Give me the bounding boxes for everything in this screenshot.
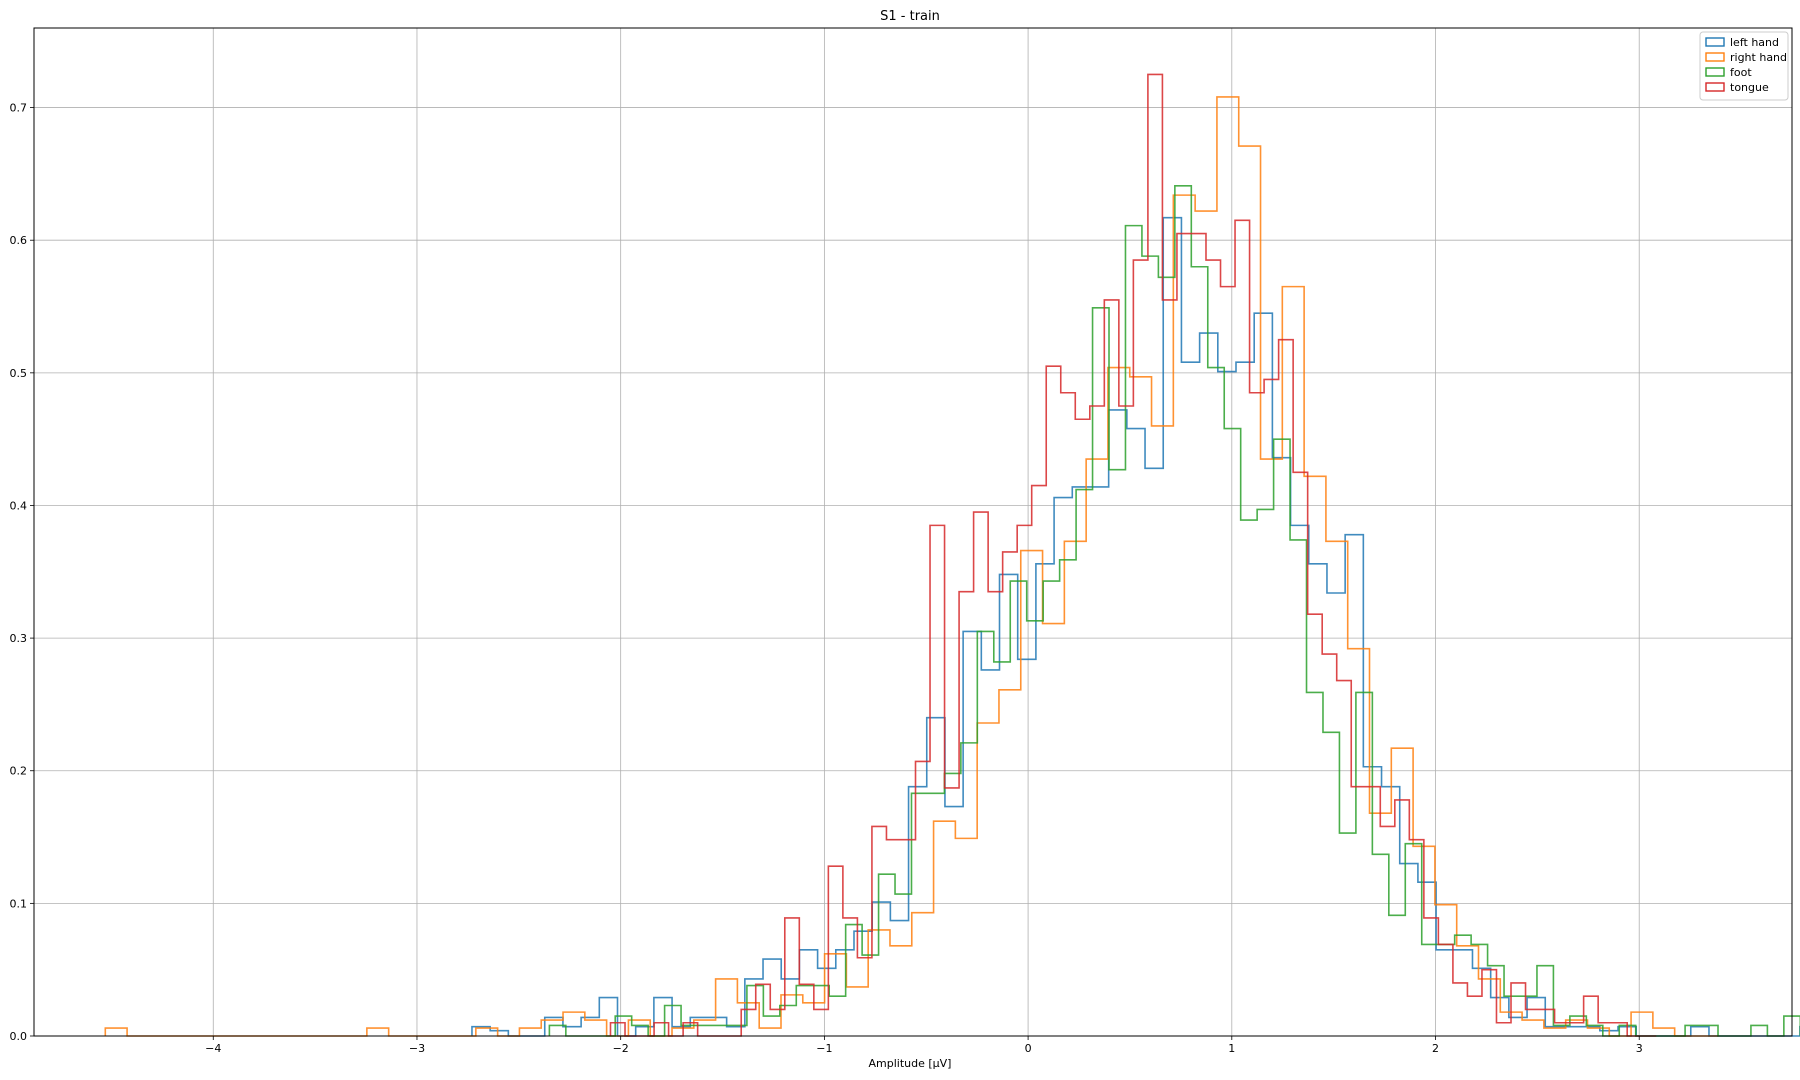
series-left-hand-outline bbox=[471, 216, 1800, 1037]
x-tick-label: −2 bbox=[613, 1042, 629, 1055]
legend-swatch bbox=[1705, 67, 1725, 77]
y-tick-label: 0.3 bbox=[10, 632, 28, 645]
x-tick-label: 2 bbox=[1432, 1042, 1439, 1055]
y-tick-label: 0.1 bbox=[10, 897, 28, 910]
legend-label: right hand bbox=[1730, 51, 1787, 64]
x-tick-label: −3 bbox=[409, 1042, 425, 1055]
x-tick-label: −1 bbox=[816, 1042, 832, 1055]
x-tick-label: 1 bbox=[1228, 1042, 1235, 1055]
y-tick-label: 0.0 bbox=[10, 1030, 28, 1043]
legend-swatch bbox=[1705, 52, 1725, 62]
series-right-hand-outline bbox=[104, 96, 1719, 1037]
legend-swatch bbox=[1705, 37, 1725, 47]
chart-title: S1 - train bbox=[880, 9, 940, 24]
y-tick-label: 0.6 bbox=[10, 234, 28, 247]
legend-swatch bbox=[1705, 82, 1725, 92]
y-tick-label: 0.5 bbox=[10, 367, 28, 380]
y-tick-label: 0.2 bbox=[10, 765, 28, 778]
y-tick-label: 0.4 bbox=[10, 499, 28, 512]
y-tick-label: 0.7 bbox=[10, 102, 28, 115]
x-axis-title: Amplitude [μV] bbox=[869, 1057, 952, 1070]
series-tongue-outline bbox=[609, 73, 1657, 1037]
x-tick-label: −4 bbox=[205, 1042, 221, 1055]
x-tick-label: 0 bbox=[1025, 1042, 1032, 1055]
grid-lines bbox=[34, 28, 1792, 1037]
axis-ticks: −4 −3 −2 −1 0 1 2 3 0.0 0.1 0.2 0.3 0.4 0.5 0.6 0.7 bbox=[10, 102, 1643, 1055]
legend-label: tongue bbox=[1730, 81, 1769, 94]
histogram-series bbox=[104, 73, 1800, 1037]
legend-label: foot bbox=[1730, 66, 1752, 79]
series-foot-outline bbox=[548, 185, 1800, 1037]
chart-legend: left hand right hand foot tongue bbox=[1699, 31, 1789, 101]
legend-label: left hand bbox=[1730, 36, 1779, 49]
plot-frame bbox=[33, 27, 1793, 1037]
x-tick-label: 3 bbox=[1636, 1042, 1643, 1055]
